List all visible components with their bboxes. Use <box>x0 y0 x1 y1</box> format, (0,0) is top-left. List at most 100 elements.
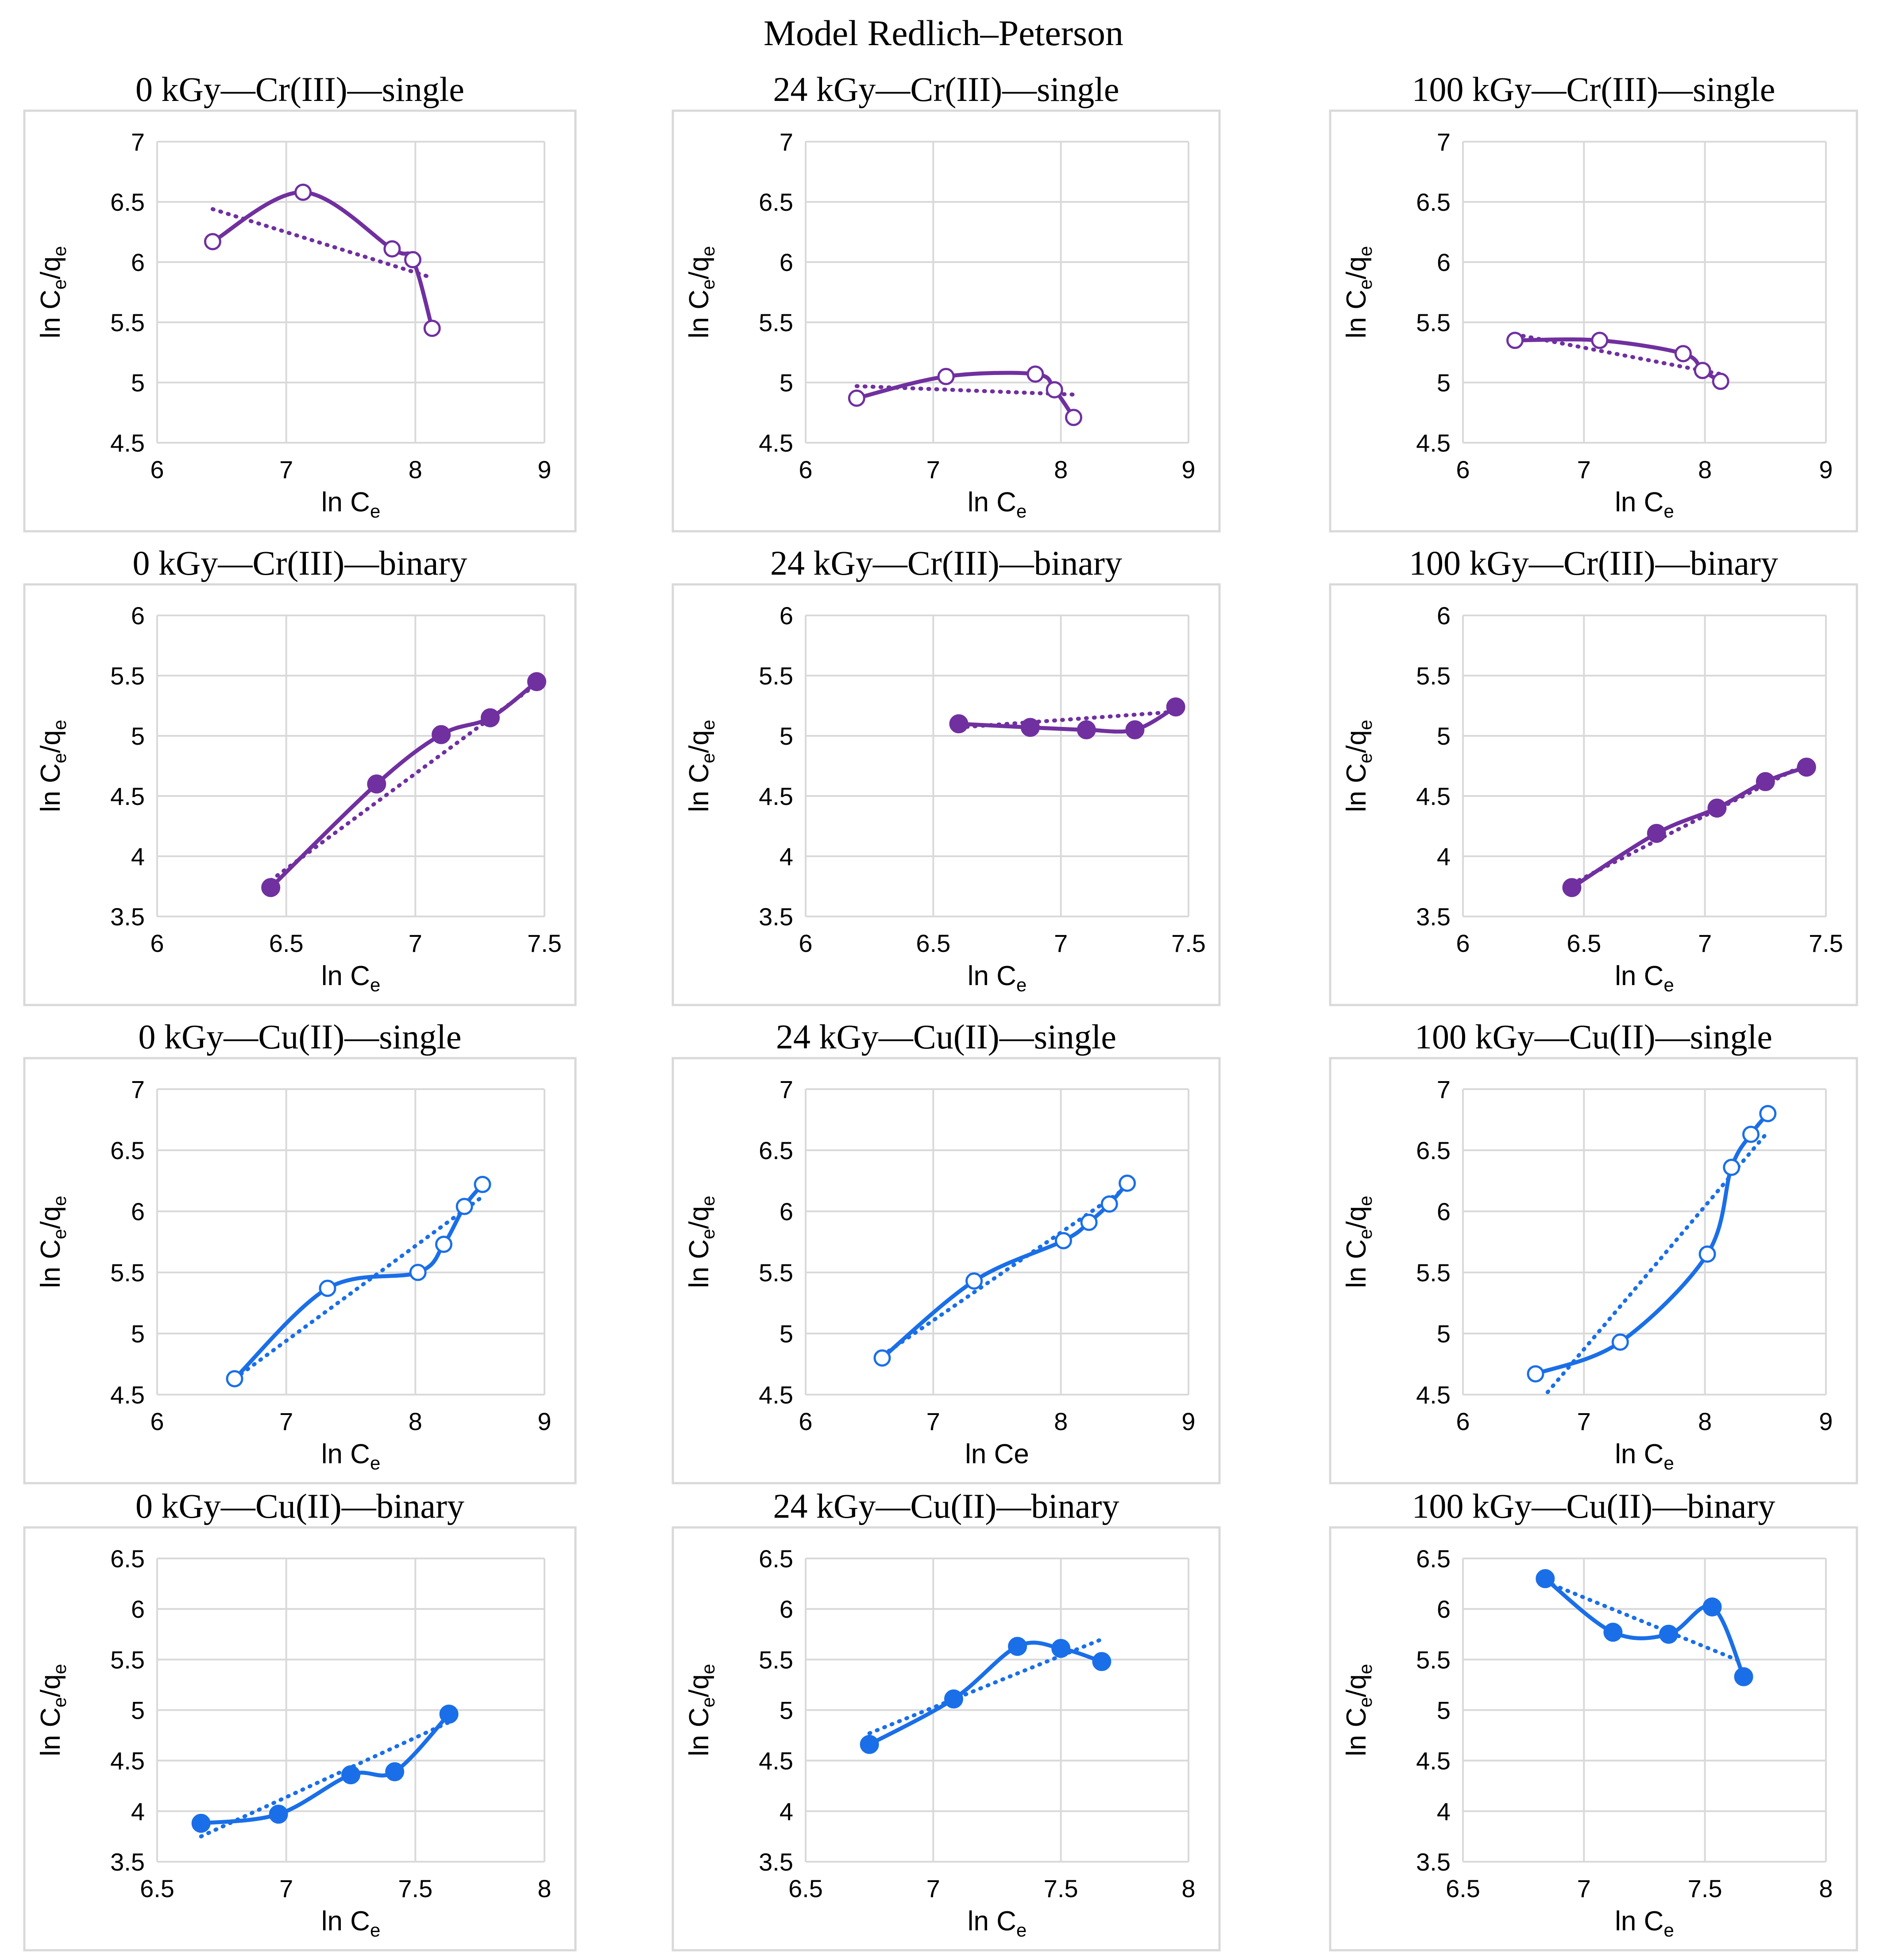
data-point <box>367 774 386 794</box>
data-point <box>1734 1667 1753 1686</box>
x-axis-label: ln Ce <box>965 1439 1029 1469</box>
x-tick-label: 7 <box>926 1407 940 1435</box>
x-tick-label: 6 <box>799 456 812 483</box>
data-point <box>191 1813 211 1833</box>
data-point <box>1797 758 1816 777</box>
x-tick-label: 6 <box>1456 1407 1470 1435</box>
chart-panel-2: 24 kGy—Cr(III)—single 4.5 5 5.5 6 6.5 7 6 7 8 9 ln … <box>671 70 1221 533</box>
data-point <box>1100 1195 1118 1213</box>
y-tick-label: 6 <box>1437 1198 1451 1225</box>
trend-line <box>957 710 1178 730</box>
x-axis-label: ln Ce <box>321 1439 381 1473</box>
chart-panel-12: 100 kGy—Cu(II)—binary 3.5 4 4.5 5 5.5 6 6.5 6.5 7… <box>1329 1487 1858 1952</box>
y-axis-label-main: ln C <box>1341 290 1372 338</box>
data-point <box>1603 1623 1623 1642</box>
data-point <box>949 714 969 734</box>
y-axis-label-subscript: e <box>1355 1196 1376 1206</box>
data-point <box>1712 372 1729 390</box>
y-axis-label: ln Ce/qe <box>1341 1664 1376 1756</box>
chart-frame <box>671 109 1221 533</box>
data-point <box>226 1370 243 1388</box>
data-point <box>439 1705 459 1724</box>
y-axis-label-subscript: e <box>1355 720 1376 730</box>
y-axis-label-main: ln C <box>35 1239 66 1288</box>
y-tick-label: 4 <box>1437 843 1451 870</box>
y-tick-label: 5.5 <box>759 1259 793 1287</box>
y-tick-label: 6 <box>131 1595 145 1623</box>
data-point <box>873 1349 891 1367</box>
data-point <box>481 708 500 727</box>
y-tick-label: 6.5 <box>759 188 793 216</box>
x-tick-label: 6.5 <box>269 929 304 957</box>
x-tick-label: 7 <box>1577 456 1591 483</box>
y-tick-label: 5.5 <box>1416 1646 1451 1674</box>
y-tick-label: 4.5 <box>110 1747 145 1775</box>
y-tick-label: 7 <box>779 128 793 156</box>
x-tick-label: 6 <box>150 929 164 957</box>
x-tick-label: 8 <box>409 1407 422 1435</box>
chart-frame <box>671 1526 1221 1952</box>
y-axis-label-mid: /q <box>684 1674 714 1697</box>
y-tick-label: 7 <box>1437 1075 1451 1103</box>
y-tick-label: 5.5 <box>110 1259 145 1287</box>
x-axis-label-subscript: e <box>370 1920 380 1941</box>
y-axis-label-subscript: e <box>49 246 70 256</box>
x-axis-label-main: ln C <box>321 487 370 518</box>
y-axis-label-subscript: e <box>49 720 70 730</box>
y-axis-label-subscript: e <box>698 1229 718 1239</box>
y-tick-label: 4.5 <box>759 1381 793 1409</box>
x-tick-label: 6 <box>799 1407 812 1435</box>
x-axis-label-subscript: e <box>1663 974 1674 995</box>
trend-line <box>1545 1130 1770 1394</box>
y-axis-label-subscript: e <box>1355 1229 1376 1239</box>
x-tick-label: 6 <box>150 1407 164 1435</box>
x-tick-label: 6 <box>1456 929 1470 957</box>
y-axis-label: ln Ce/qe <box>1341 1196 1376 1288</box>
y-axis-label-mid: /q <box>35 730 66 753</box>
y-tick-label: 4 <box>779 843 793 870</box>
x-tick-label: 7.5 <box>1044 1875 1078 1902</box>
x-tick-label: 7.5 <box>1171 929 1206 957</box>
x-axis-label-main: ln C <box>1615 961 1663 991</box>
x-tick-label: 7 <box>409 929 422 957</box>
y-tick-label: 3.5 <box>1416 903 1451 931</box>
y-axis-label: ln Ce/qe <box>35 1664 70 1756</box>
data-point <box>1080 1214 1098 1231</box>
y-tick-label: 5 <box>1437 722 1451 750</box>
data-point <box>1702 1597 1722 1617</box>
chart-frame <box>1329 1057 1858 1484</box>
chart-panel-1: 0 kGy—Cr(III)—single 4.5 5 5.5 6 6.5 7 6 7 8 9 ln C… <box>23 70 577 533</box>
data-point <box>294 183 312 201</box>
chart-title: 100 kGy—Cu(II)—binary <box>1412 1487 1775 1525</box>
chart-frame <box>671 1057 1221 1484</box>
y-axis-label-main: ln C <box>1341 763 1372 812</box>
y-tick-label: 3.5 <box>110 1848 145 1876</box>
x-axis-label-subscript: e <box>1663 501 1674 522</box>
y-axis-label-main: ln C <box>684 1708 714 1756</box>
y-axis-label-subscript: e <box>1355 1697 1376 1707</box>
chart-panel-4: 0 kGy—Cr(III)—binary 3.5 4 4.5 5 5.5 6 6 6.5 7 7.5… <box>23 544 577 1006</box>
series-line <box>212 190 434 329</box>
x-tick-label: 9 <box>1819 456 1833 483</box>
y-axis-label-subscript: e <box>49 1196 70 1206</box>
x-tick-label: 7.5 <box>398 1875 432 1902</box>
y-tick-label: 5.5 <box>759 1646 793 1674</box>
chart-title: 24 kGy—Cu(II)—binary <box>773 1487 1119 1525</box>
chart-panel-5: 24 kGy—Cr(III)—binary 3.5 4 4.5 5 5.5 6 6 6.5 7 7.… <box>671 544 1221 1006</box>
data-point <box>1125 720 1145 739</box>
y-tick-label: 5.5 <box>110 662 145 690</box>
data-point <box>965 1272 983 1290</box>
data-point <box>409 1264 427 1281</box>
y-tick-label: 6.5 <box>759 1545 793 1573</box>
x-axis-label: ln Ce <box>1615 961 1674 995</box>
chart-panel-8: 24 kGy—Cu(II)—single 4.5 5 5.5 6 6.5 7 6 7 8 9 ln C… <box>671 1017 1221 1484</box>
y-tick-label: 3.5 <box>759 1848 793 1876</box>
y-axis-label-main: ln C <box>1341 1239 1372 1288</box>
y-tick-label: 7 <box>779 1075 793 1103</box>
chart-title: 0 kGy—Cu(II)—single <box>138 1017 461 1056</box>
y-tick-label: 5.5 <box>759 309 793 336</box>
y-axis-label-subscript: e <box>698 279 718 290</box>
data-point <box>1759 1105 1777 1122</box>
y-axis-label: ln Ce/qe <box>684 1664 718 1756</box>
